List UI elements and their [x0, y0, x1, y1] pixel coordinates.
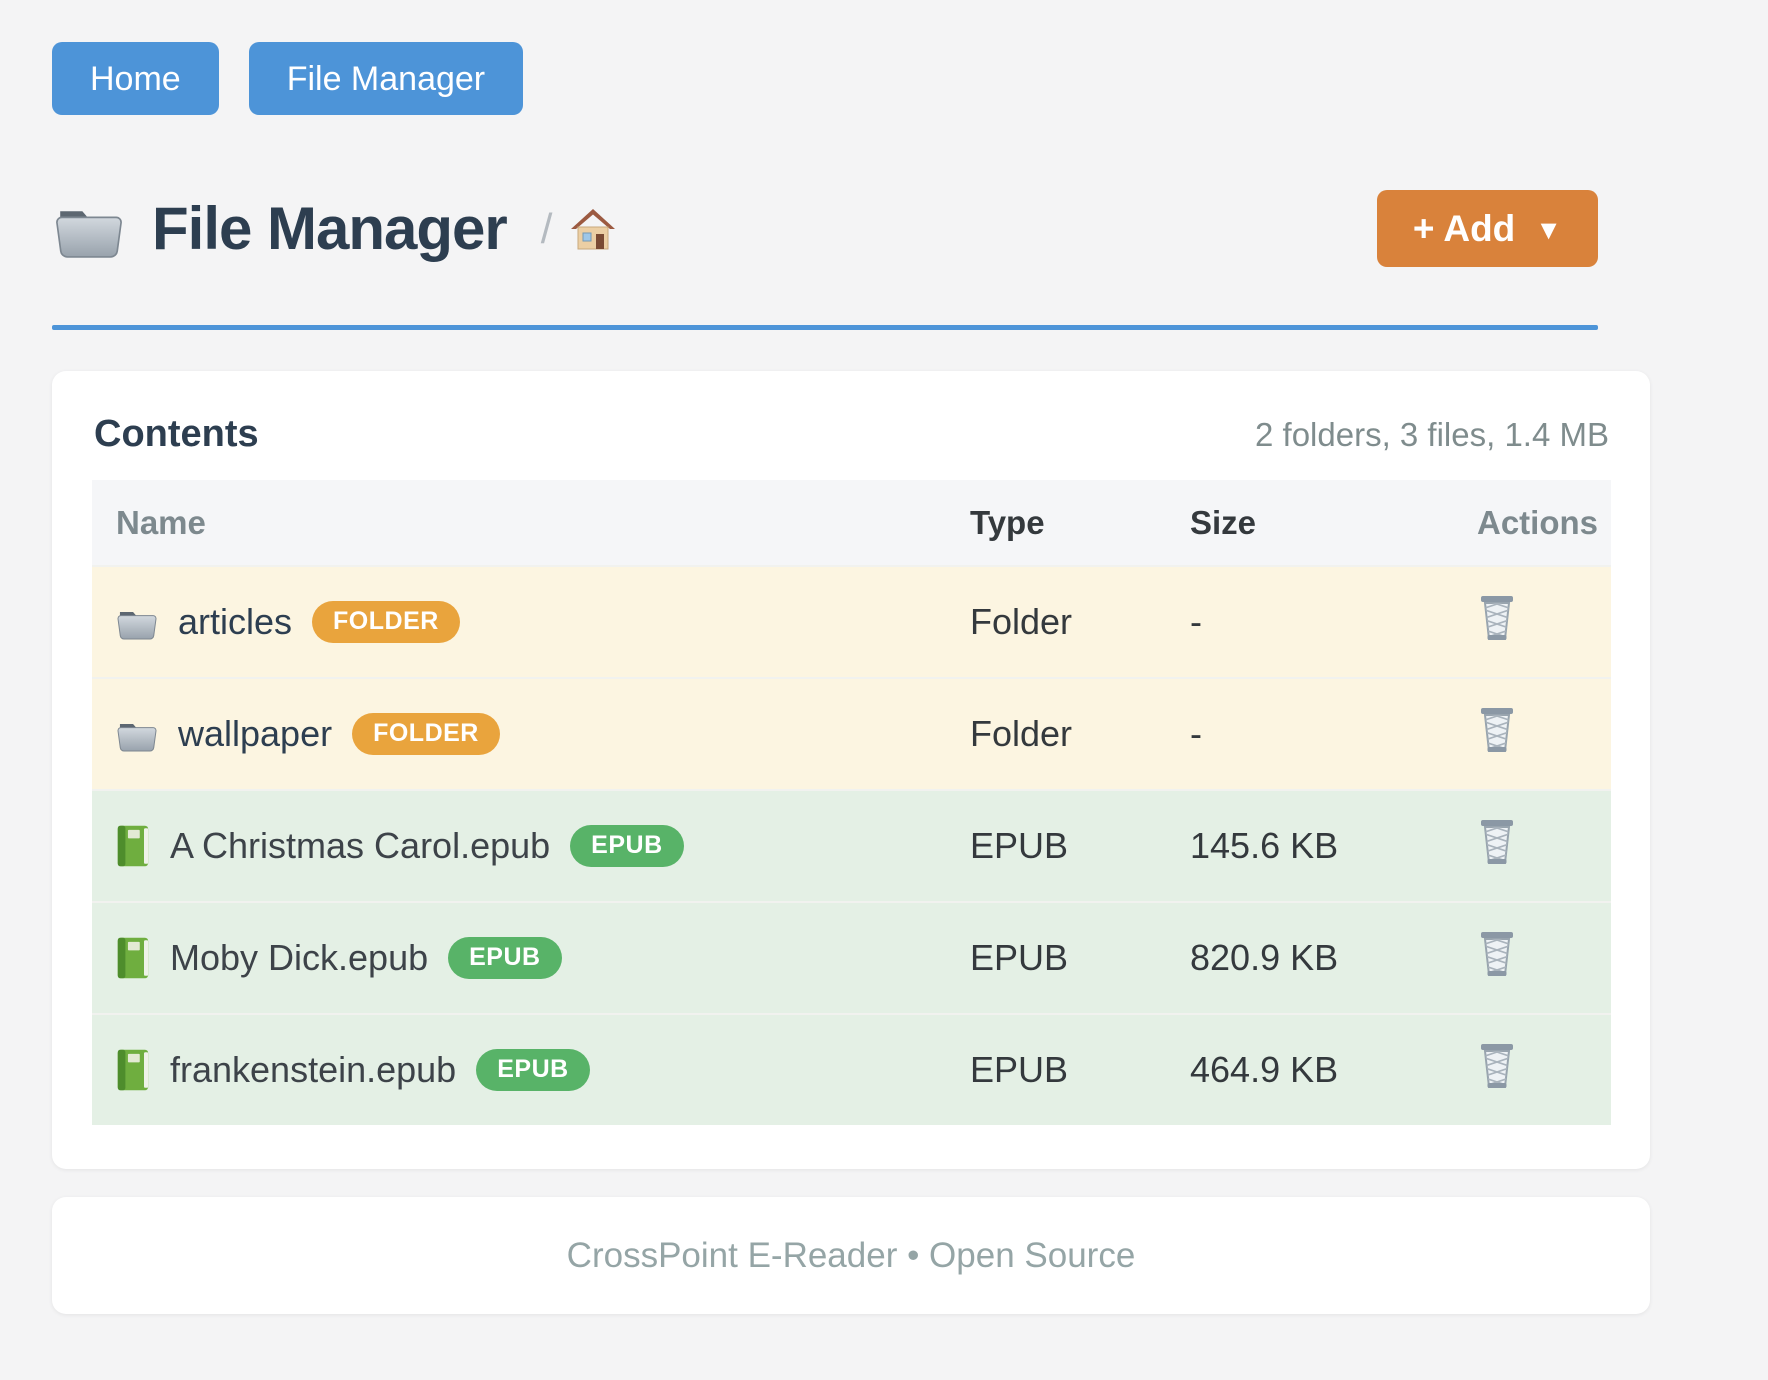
column-header-actions: Actions [1467, 504, 1611, 542]
house-icon[interactable] [568, 206, 618, 252]
size-cell: 820.9 KB [1190, 937, 1467, 979]
trash-icon [1477, 930, 1517, 978]
add-button[interactable]: + Add ▼ [1377, 190, 1598, 267]
page-header: File Manager / + Add ▼ [52, 190, 1598, 330]
file-name-link[interactable]: Moby Dick.epub [170, 937, 428, 979]
epub-badge: EPUB [448, 937, 561, 979]
folder-badge: FOLDER [352, 713, 500, 755]
folder-badge: FOLDER [312, 601, 460, 643]
column-header-size: Size [1190, 504, 1467, 542]
add-button-label: + Add [1413, 208, 1515, 250]
trash-icon [1477, 594, 1517, 642]
delete-button[interactable] [1477, 594, 1517, 642]
chevron-down-icon: ▼ [1535, 215, 1562, 246]
green-book-icon [116, 1048, 150, 1092]
folder-icon [116, 604, 158, 641]
table-row-frankenstein[interactable]: frankenstein.epub EPUB EPUB 464.9 KB [92, 1013, 1611, 1125]
table-row-wallpaper[interactable]: wallpaper FOLDER Folder - [92, 677, 1611, 789]
size-cell: 145.6 KB [1190, 825, 1467, 867]
green-book-icon [116, 824, 150, 868]
file-name-link[interactable]: A Christmas Carol.epub [170, 825, 550, 867]
table-header-row: Name Type Size Actions [92, 480, 1611, 565]
type-cell: EPUB [970, 937, 1190, 979]
size-cell: - [1190, 601, 1467, 643]
header-divider [52, 325, 1598, 330]
delete-button[interactable] [1477, 818, 1517, 866]
footer-text: CrossPoint E-Reader • Open Source [567, 1236, 1136, 1276]
epub-badge: EPUB [476, 1049, 589, 1091]
folder-icon [116, 716, 158, 753]
column-header-type: Type [970, 504, 1190, 542]
table-row-articles[interactable]: articles FOLDER Folder - [92, 565, 1611, 677]
contents-card: Contents 2 folders, 3 files, 1.4 MB Name… [52, 371, 1650, 1169]
top-nav: Home File Manager [52, 42, 1598, 115]
table-row-moby-dick[interactable]: Moby Dick.epub EPUB EPUB 820.9 KB [92, 901, 1611, 1013]
home-button[interactable]: Home [52, 42, 219, 115]
file-name-link[interactable]: frankenstein.epub [170, 1049, 456, 1091]
file-name-link[interactable]: wallpaper [178, 713, 332, 755]
contents-summary: 2 folders, 3 files, 1.4 MB [1255, 416, 1609, 454]
type-cell: EPUB [970, 1049, 1190, 1091]
column-header-name: Name [92, 504, 970, 542]
green-book-icon [116, 936, 150, 980]
contents-heading: Contents [94, 413, 259, 456]
type-cell: Folder [970, 713, 1190, 755]
file-manager-button[interactable]: File Manager [249, 42, 523, 115]
delete-button[interactable] [1477, 706, 1517, 754]
trash-icon [1477, 706, 1517, 754]
breadcrumb: / [541, 205, 619, 253]
page-title: File Manager [152, 194, 507, 263]
trash-icon [1477, 818, 1517, 866]
epub-badge: EPUB [570, 825, 683, 867]
size-cell: - [1190, 713, 1467, 755]
delete-button[interactable] [1477, 930, 1517, 978]
trash-icon [1477, 1042, 1517, 1090]
footer-card: CrossPoint E-Reader • Open Source [52, 1197, 1650, 1314]
delete-button[interactable] [1477, 1042, 1517, 1090]
size-cell: 464.9 KB [1190, 1049, 1467, 1091]
type-cell: Folder [970, 601, 1190, 643]
file-table: Name Type Size Actions articles FOLDER F… [92, 480, 1611, 1125]
page: Home File Manager File Manager / + Add ▼… [0, 0, 1768, 1314]
table-row-christmas-carol[interactable]: A Christmas Carol.epub EPUB EPUB 145.6 K… [92, 789, 1611, 901]
file-name-link[interactable]: articles [178, 601, 292, 643]
type-cell: EPUB [970, 825, 1190, 867]
breadcrumb-separator: / [541, 205, 553, 253]
open-folder-icon [52, 198, 126, 260]
